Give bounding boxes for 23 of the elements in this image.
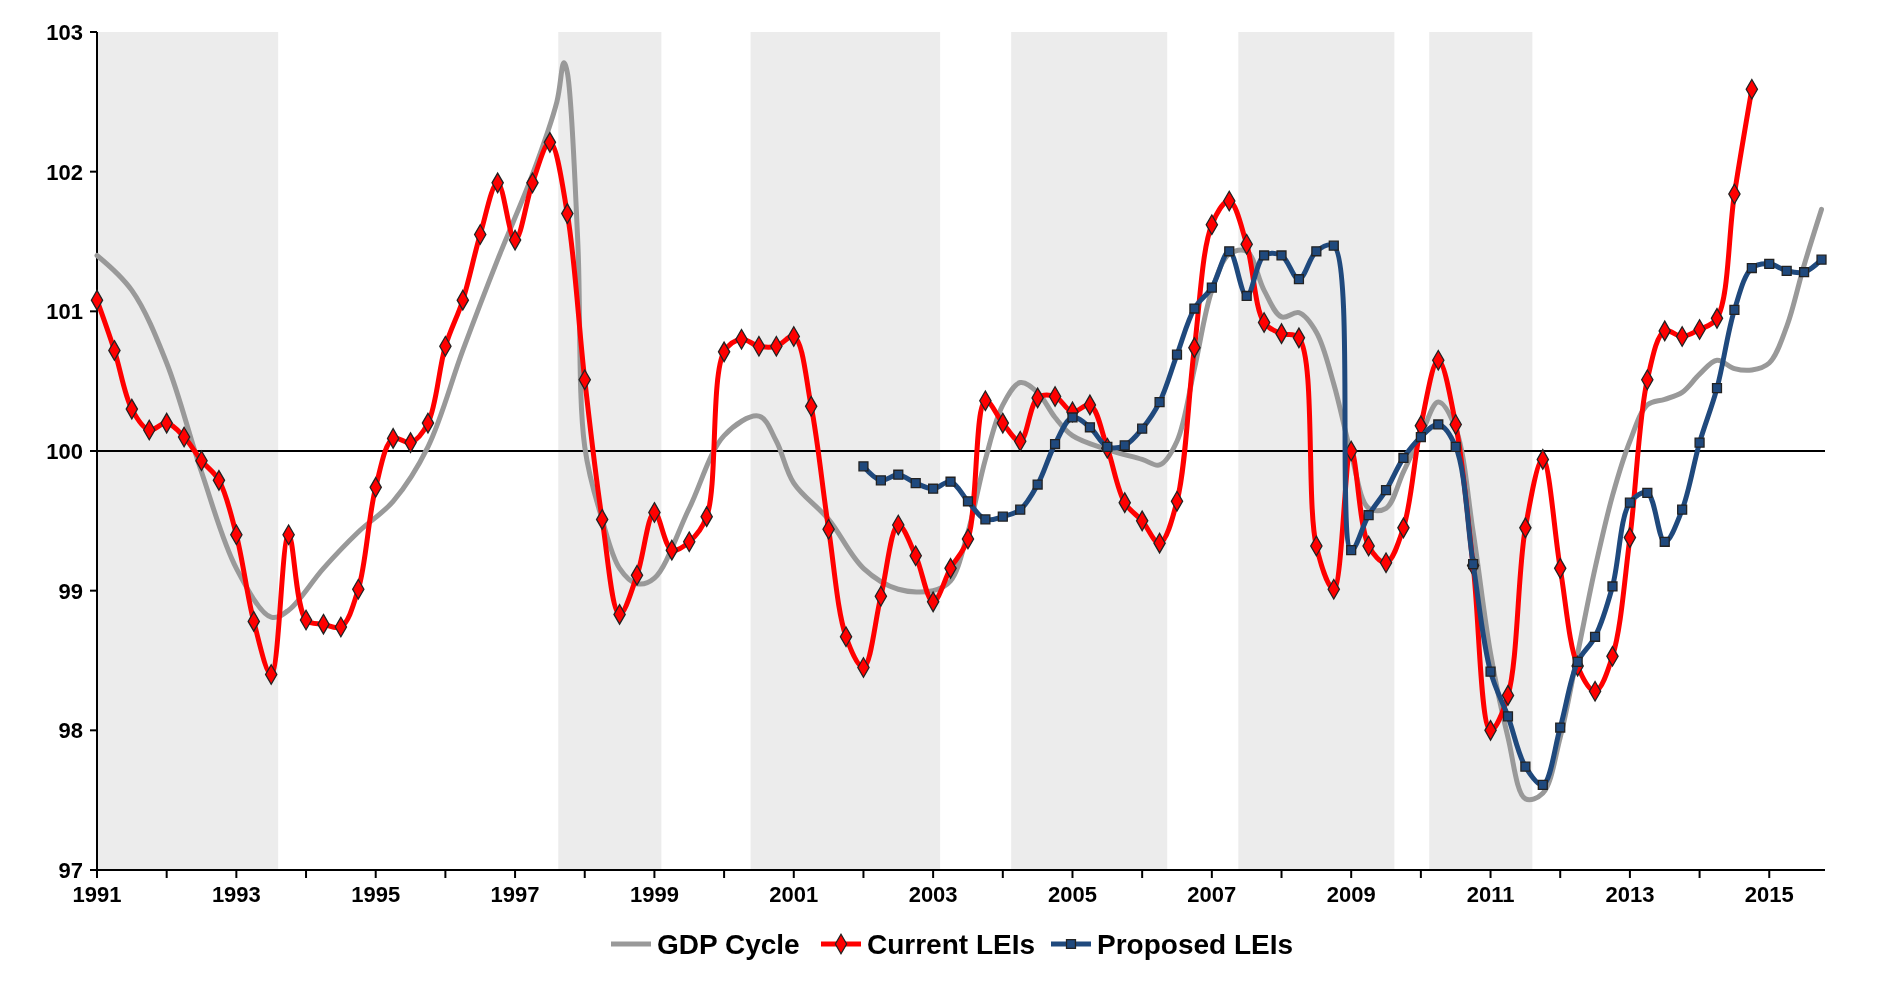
x-tick-label: 2003 [908, 882, 958, 907]
x-tick-label: 1995 [351, 882, 401, 907]
x-tick-label: 1993 [211, 882, 261, 907]
y-tick-label: 100 [46, 439, 83, 464]
x-tick-label: 2015 [1744, 882, 1794, 907]
x-tick-label: 1991 [72, 882, 122, 907]
x-tick-label: 2005 [1048, 882, 1097, 907]
x-tick-label: 2001 [769, 882, 819, 907]
x-tick-label: 2011 [1466, 882, 1515, 907]
legend-label: Proposed LEIs [1097, 929, 1294, 960]
x-tick-label: 1997 [490, 882, 540, 907]
x-tick-label: 2007 [1187, 882, 1237, 907]
x-tick-label: 2009 [1326, 882, 1376, 907]
legend-label: GDP Cycle [657, 929, 800, 960]
y-tick-label: 103 [46, 20, 83, 45]
legend-label: Current LEIs [867, 929, 1036, 960]
y-tick-label: 102 [46, 159, 83, 185]
y-tick-label: 99 [58, 578, 83, 604]
y-tick-label: 97 [58, 858, 83, 883]
y-tick-label: 101 [46, 299, 83, 325]
x-tick-label: 1999 [629, 882, 679, 907]
y-tick-label: 98 [58, 718, 83, 744]
x-tick-label: 2013 [1605, 882, 1655, 907]
